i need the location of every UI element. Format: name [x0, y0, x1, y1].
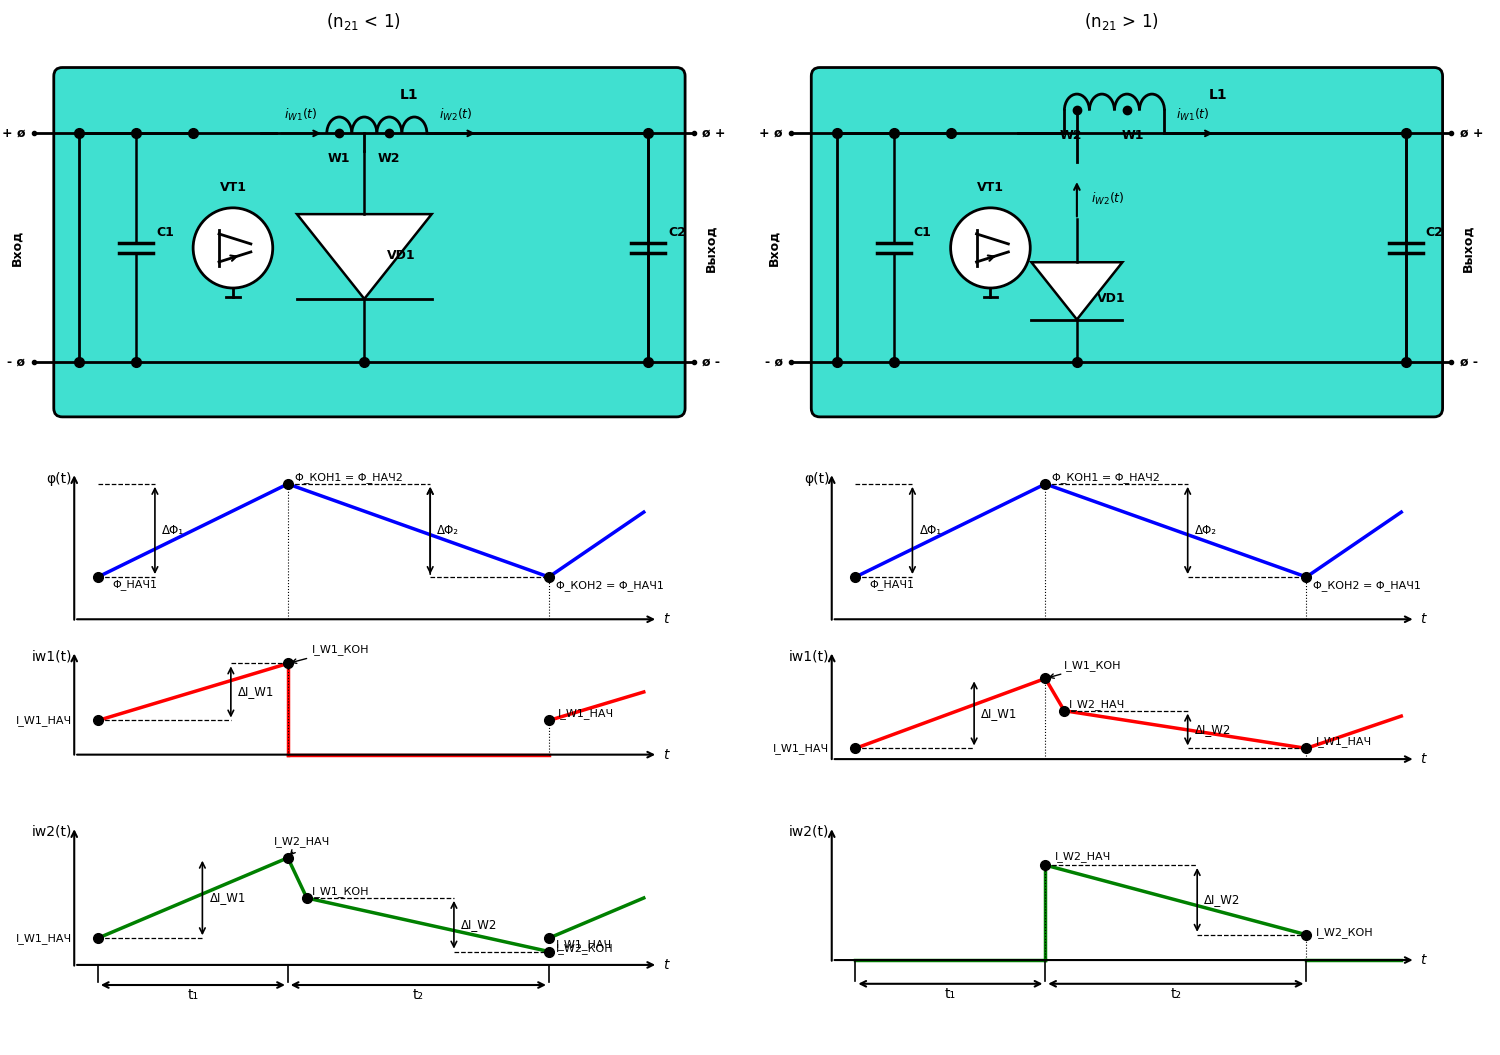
Text: Φ_КОН1 = Φ_НАЧ2: Φ_КОН1 = Φ_НАЧ2	[296, 472, 404, 482]
Text: t: t	[663, 958, 669, 972]
Text: C1: C1	[914, 227, 932, 239]
Text: I_W1_НАЧ: I_W1_НАЧ	[556, 940, 612, 951]
Text: W1: W1	[1122, 129, 1144, 142]
Text: ø +: ø +	[702, 127, 726, 140]
Text: I_W2_НАЧ: I_W2_НАЧ	[273, 837, 330, 855]
Text: ΔI_W1: ΔI_W1	[238, 686, 274, 698]
Circle shape	[951, 208, 1030, 288]
Text: φ(t): φ(t)	[804, 472, 830, 486]
Polygon shape	[297, 214, 432, 299]
Text: C2: C2	[1425, 227, 1443, 239]
Text: $i_{W1}(t)$: $i_{W1}(t)$	[285, 107, 318, 123]
Text: t: t	[1420, 752, 1426, 766]
Text: t: t	[1420, 953, 1426, 967]
Text: I_W1_КОН: I_W1_КОН	[292, 645, 369, 664]
Text: ΔI_W2: ΔI_W2	[1204, 894, 1240, 906]
Text: Выход: Выход	[704, 224, 717, 272]
Text: ΔI_W1: ΔI_W1	[981, 707, 1017, 720]
Text: Φ_НАЧ1: Φ_НАЧ1	[112, 579, 158, 590]
Text: (n$_{21}$ > 1): (n$_{21}$ > 1)	[1084, 11, 1158, 32]
Text: I_W2_НАЧ: I_W2_НАЧ	[1054, 850, 1112, 862]
Text: Вход: Вход	[10, 230, 24, 266]
Text: - ø: - ø	[8, 356, 26, 369]
Text: I_W1_НАЧ: I_W1_НАЧ	[772, 743, 830, 754]
Text: I_W2_НАЧ: I_W2_НАЧ	[1070, 698, 1125, 710]
Text: $i_{W2}(t)$: $i_{W2}(t)$	[438, 107, 472, 123]
Polygon shape	[1032, 263, 1122, 320]
Circle shape	[194, 208, 273, 288]
Text: ΔΦ₂: ΔΦ₂	[438, 524, 459, 537]
FancyBboxPatch shape	[54, 68, 686, 417]
Text: Φ_КОН2 = Φ_НАЧ1: Φ_КОН2 = Φ_НАЧ1	[556, 580, 664, 591]
Text: VT1: VT1	[976, 180, 1004, 194]
Text: t₂: t₂	[1170, 987, 1182, 1001]
Text: t₁: t₁	[945, 987, 956, 1001]
Text: VT1: VT1	[219, 180, 246, 194]
Text: t: t	[663, 612, 669, 627]
Text: ΔI_W2: ΔI_W2	[460, 918, 498, 932]
Text: ΔΦ₁: ΔΦ₁	[162, 524, 184, 537]
Text: W2: W2	[1060, 129, 1083, 142]
Text: t: t	[1420, 612, 1426, 627]
Text: L1: L1	[1209, 88, 1227, 102]
Text: iw1(t): iw1(t)	[32, 650, 72, 664]
Text: Выход: Выход	[1461, 224, 1474, 272]
Text: L1: L1	[400, 88, 418, 102]
Text: iw1(t): iw1(t)	[789, 650, 830, 664]
Text: t₁: t₁	[188, 987, 198, 1001]
Text: iw2(t): iw2(t)	[789, 825, 830, 839]
Text: t₂: t₂	[413, 987, 424, 1001]
Text: I_W1_НАЧ: I_W1_НАЧ	[15, 933, 72, 943]
FancyBboxPatch shape	[812, 68, 1443, 417]
Text: Вход: Вход	[768, 230, 782, 266]
Text: ø -: ø -	[1460, 356, 1478, 369]
Text: I_W2_КОН: I_W2_КОН	[556, 943, 614, 955]
Text: ø -: ø -	[702, 356, 720, 369]
Text: $i_{W2}(t)$: $i_{W2}(t)$	[1090, 191, 1125, 207]
Text: I_W1_НАЧ: I_W1_НАЧ	[15, 715, 72, 726]
Text: ΔI_W1: ΔI_W1	[210, 891, 246, 904]
Text: I_W2_КОН: I_W2_КОН	[1316, 926, 1374, 938]
Text: $i_{W1}(t)$: $i_{W1}(t)$	[1176, 107, 1209, 123]
Text: Φ_НАЧ1: Φ_НАЧ1	[870, 579, 915, 590]
Text: C2: C2	[668, 227, 686, 239]
Text: ø +: ø +	[1460, 127, 1484, 140]
Text: I_W1_КОН: I_W1_КОН	[312, 886, 369, 897]
Text: φ(t): φ(t)	[46, 472, 72, 486]
Text: + ø: + ø	[2, 127, 26, 140]
Text: Φ_КОН1 = Φ_НАЧ2: Φ_КОН1 = Φ_НАЧ2	[1053, 472, 1161, 482]
Text: I_W1_НАЧ: I_W1_НАЧ	[558, 708, 615, 720]
Text: + ø: + ø	[759, 127, 783, 140]
Text: - ø: - ø	[765, 356, 783, 369]
Text: ΔΦ₁: ΔΦ₁	[920, 524, 942, 537]
Text: ΔI_W2: ΔI_W2	[1196, 723, 1231, 736]
Text: VD1: VD1	[387, 249, 416, 263]
Text: ΔΦ₂: ΔΦ₂	[1196, 524, 1216, 537]
Text: I_W1_КОН: I_W1_КОН	[1050, 659, 1122, 678]
Text: Φ_КОН2 = Φ_НАЧ1: Φ_КОН2 = Φ_НАЧ1	[1314, 580, 1422, 591]
Text: VD1: VD1	[1096, 292, 1125, 305]
Text: t: t	[663, 748, 669, 762]
Text: (n$_{21}$ < 1): (n$_{21}$ < 1)	[327, 11, 400, 32]
Text: I_W1_НАЧ: I_W1_НАЧ	[1316, 736, 1372, 747]
Text: W2: W2	[378, 152, 400, 165]
Text: iw2(t): iw2(t)	[32, 825, 72, 839]
Text: C1: C1	[156, 227, 174, 239]
Text: W1: W1	[328, 152, 351, 165]
